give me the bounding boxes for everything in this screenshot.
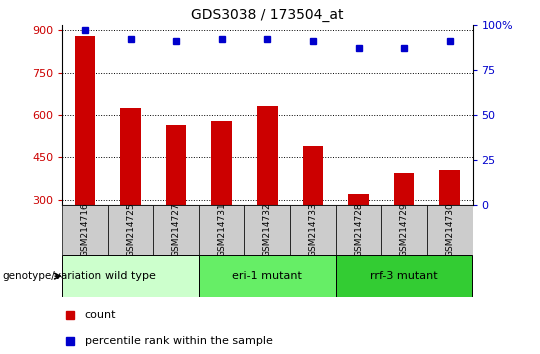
- Text: GSM214733: GSM214733: [308, 203, 318, 257]
- Bar: [75, 36, 95, 205]
- Bar: [290, 205, 336, 255]
- Bar: [381, 205, 427, 255]
- Text: percentile rank within the sample: percentile rank within the sample: [85, 336, 273, 346]
- Text: GSM214716: GSM214716: [80, 203, 90, 257]
- Text: GSM214731: GSM214731: [217, 203, 226, 257]
- Bar: [336, 205, 381, 255]
- Bar: [153, 205, 199, 255]
- Bar: [62, 255, 199, 297]
- Bar: [348, 194, 369, 205]
- Text: genotype/variation: genotype/variation: [3, 271, 102, 281]
- Text: GSM214728: GSM214728: [354, 203, 363, 257]
- Bar: [120, 108, 141, 205]
- Bar: [245, 205, 290, 255]
- Text: GSM214725: GSM214725: [126, 203, 135, 257]
- Text: wild type: wild type: [105, 271, 156, 281]
- Bar: [199, 255, 336, 297]
- Bar: [302, 146, 323, 205]
- Text: eri-1 mutant: eri-1 mutant: [232, 271, 302, 281]
- Text: GSM214730: GSM214730: [445, 203, 454, 257]
- Text: rrf-3 mutant: rrf-3 mutant: [370, 271, 438, 281]
- Bar: [107, 205, 153, 255]
- Text: count: count: [85, 310, 116, 320]
- Text: GSM214729: GSM214729: [400, 203, 409, 257]
- Bar: [62, 205, 107, 255]
- Text: GSM214727: GSM214727: [172, 203, 180, 257]
- Title: GDS3038 / 173504_at: GDS3038 / 173504_at: [191, 8, 343, 22]
- Text: GSM214732: GSM214732: [263, 203, 272, 257]
- Bar: [394, 173, 414, 205]
- Bar: [336, 255, 472, 297]
- Bar: [166, 125, 186, 205]
- Bar: [440, 170, 460, 205]
- Bar: [427, 205, 472, 255]
- Bar: [257, 106, 278, 205]
- Bar: [199, 205, 245, 255]
- Bar: [212, 121, 232, 205]
